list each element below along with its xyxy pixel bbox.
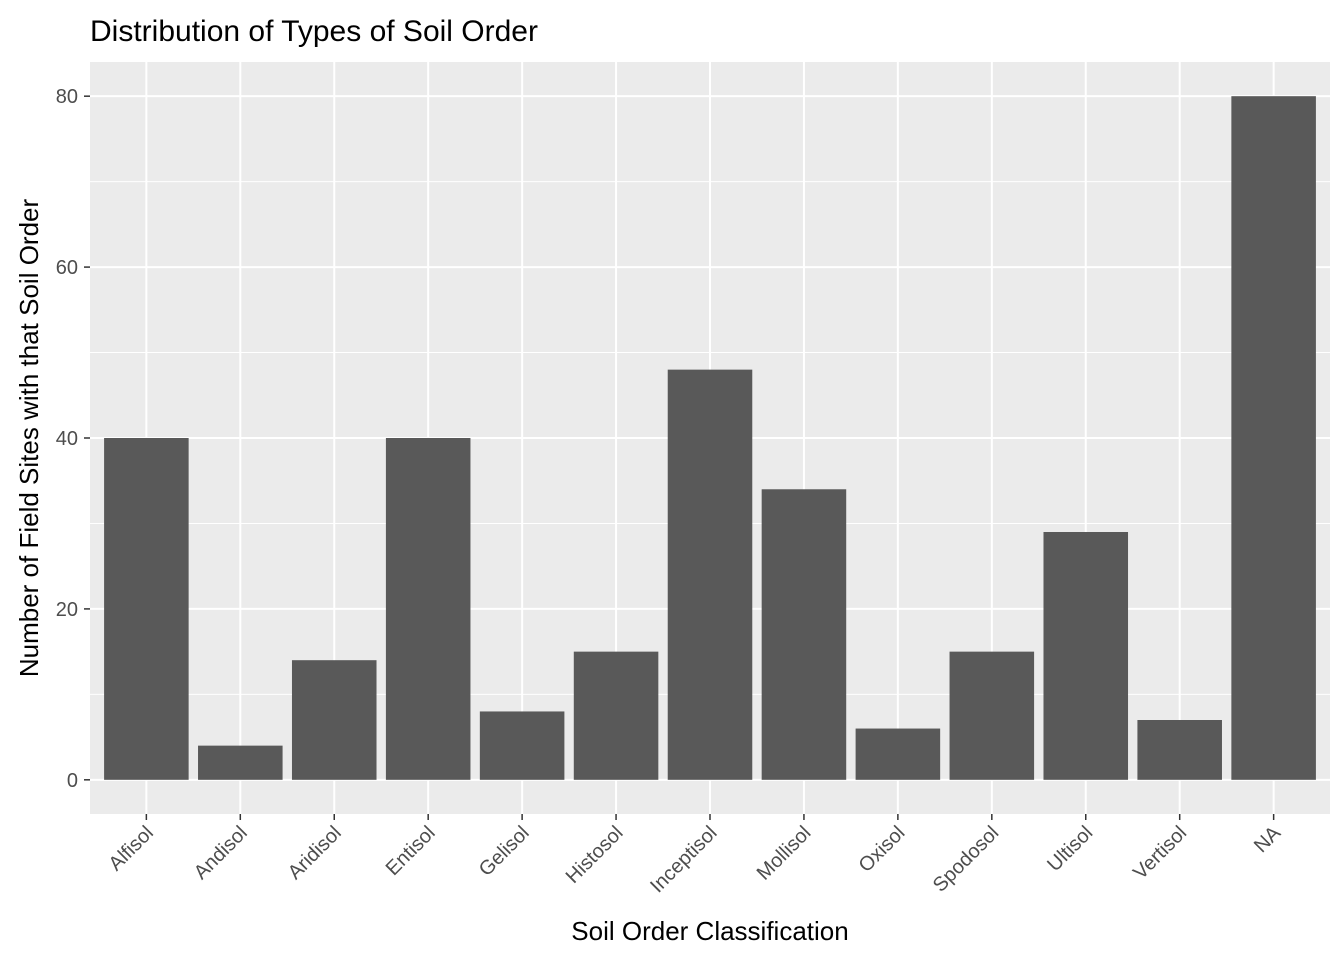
x-axis-title: Soil Order Classification (571, 916, 848, 946)
bar-inceptisol (667, 369, 753, 780)
bar-ultisol (1043, 532, 1129, 780)
x-tick-label: Ultisol (1043, 822, 1097, 876)
y-tick-label: 60 (56, 257, 78, 279)
x-tick-label: NA (1250, 822, 1286, 858)
y-tick-label: 40 (56, 428, 78, 450)
bar-aridisol (291, 660, 377, 780)
bar-mollisol (761, 489, 847, 780)
bar-entisol (385, 438, 471, 780)
x-axis: Alfisol Andisol Aridisol Entisol Gelisol Hist… (105, 814, 1286, 897)
x-tick-label: Aridisol (284, 822, 346, 884)
x-tick-label: Histosol (562, 822, 628, 888)
x-tick-label: Andisol (190, 822, 252, 884)
bar-alfisol (104, 438, 189, 780)
x-tick-label: Alfisol (105, 822, 158, 875)
bar-na (1231, 96, 1316, 780)
y-axis: 0 20 40 60 80 (56, 86, 90, 792)
x-tick-label: Vertisol (1129, 822, 1191, 884)
y-axis-title: Number of Field Sites with that Soil Ord… (14, 199, 44, 678)
bar-histosol (573, 651, 659, 780)
chart-title: Distribution of Types of Soil Order (90, 15, 538, 48)
x-tick-label: Entisol (382, 822, 440, 880)
x-tick-label: Gelisol (475, 822, 534, 881)
bar-layer (104, 96, 1316, 780)
bar-oxisol (855, 728, 941, 780)
y-tick-label: 80 (56, 86, 78, 108)
bar-spodosol (949, 651, 1035, 780)
x-tick-label: Spodosol (929, 822, 1004, 897)
bar-andisol (198, 745, 283, 780)
y-tick-label: 0 (67, 770, 78, 792)
x-tick-label: Mollisol (753, 822, 816, 885)
y-tick-label: 20 (56, 599, 78, 621)
x-tick-label: Inceptisol (646, 822, 721, 897)
bar-gelisol (479, 711, 565, 780)
bar-vertisol (1137, 720, 1222, 780)
x-tick-label: Oxisol (855, 822, 910, 877)
